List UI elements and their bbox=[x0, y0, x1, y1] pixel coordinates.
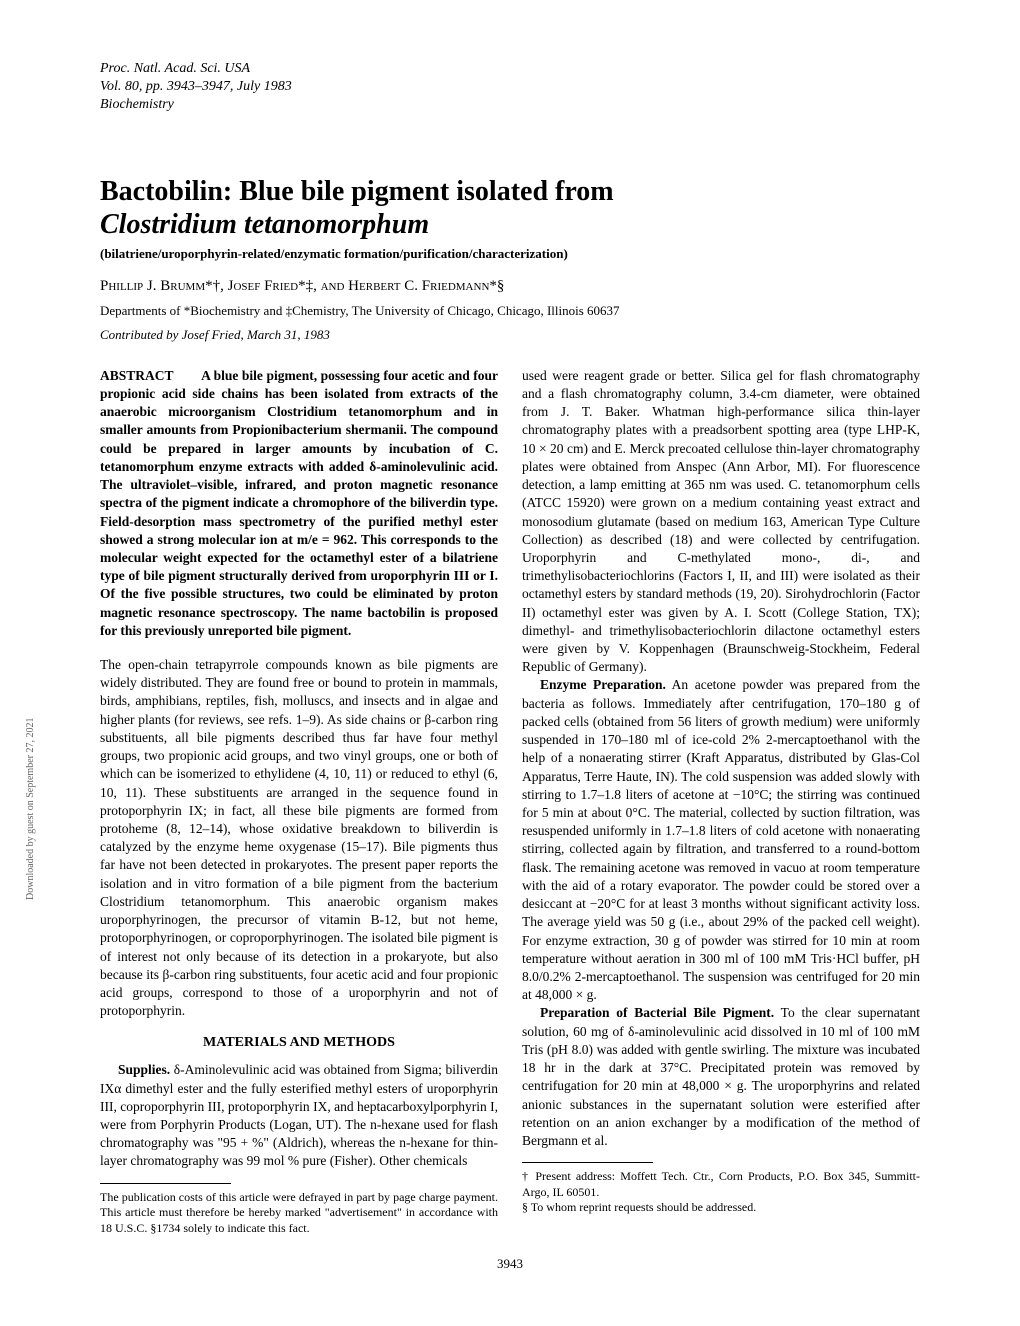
title-line1: Bactobilin: Blue bile pigment isolated f… bbox=[100, 176, 614, 207]
footnote-divider bbox=[100, 1183, 231, 1184]
intro-paragraph: The open-chain tetrapyrrole compounds kn… bbox=[100, 656, 498, 1020]
article-keywords: (bilatriene/uroporphyrin-related/enzymat… bbox=[100, 246, 920, 262]
supplies-paragraph: Supplies. δ-Aminolevulinic acid was obta… bbox=[100, 1061, 498, 1170]
preparation-label: Preparation of Bacterial Bile Pigment. bbox=[540, 1005, 774, 1020]
supplies-continued: used were reagent grade or better. Silic… bbox=[522, 367, 920, 677]
left-column: ABSTRACT A blue bile pigment, possessing… bbox=[100, 367, 498, 1237]
preparation-paragraph: Preparation of Bacterial Bile Pigment. T… bbox=[522, 1004, 920, 1150]
materials-methods-heading: MATERIALS AND METHODS bbox=[100, 1034, 498, 1053]
enzyme-paragraph: Enzyme Preparation. An acetone powder wa… bbox=[522, 676, 920, 1004]
enzyme-label: Enzyme Preparation. bbox=[540, 677, 666, 692]
enzyme-text: An acetone powder was prepared from the … bbox=[522, 677, 920, 1002]
journal-name: Proc. Natl. Acad. Sci. USA bbox=[100, 60, 920, 78]
abstract-text: A blue bile pigment, possessing four ace… bbox=[100, 368, 498, 638]
abstract-block: ABSTRACT A blue bile pigment, possessing… bbox=[100, 367, 498, 640]
publication-footnote: The publication costs of this article we… bbox=[100, 1190, 498, 1237]
right-column: used were reagent grade or better. Silic… bbox=[522, 367, 920, 1237]
supplies-label: Supplies. bbox=[118, 1062, 170, 1077]
journal-header: Proc. Natl. Acad. Sci. USA Vol. 80, pp. … bbox=[100, 60, 920, 115]
authors-list: Phillip J. Brumm*†, Josef Fried*‡, and H… bbox=[100, 278, 920, 295]
author-footnote-1: † Present address: Moffett Tech. Ctr., C… bbox=[522, 1169, 920, 1200]
abstract-label: ABSTRACT bbox=[100, 368, 174, 383]
download-watermark: Downloaded by guest on September 27, 202… bbox=[25, 718, 36, 900]
two-column-layout: ABSTRACT A blue bile pigment, possessing… bbox=[100, 367, 920, 1237]
page-number: 3943 bbox=[100, 1256, 920, 1272]
volume-info: Vol. 80, pp. 3943–3947, July 1983 bbox=[100, 78, 920, 96]
author-footnote-2: § To whom reprint requests should be add… bbox=[522, 1200, 920, 1216]
title-line2: Clostridium tetanomorphum bbox=[100, 209, 429, 240]
journal-section: Biochemistry bbox=[100, 96, 920, 114]
affiliation: Departments of *Biochemistry and ‡Chemis… bbox=[100, 303, 920, 319]
article-title: Bactobilin: Blue bile pigment isolated f… bbox=[100, 175, 920, 242]
preparation-text: To the clear supernatant solution, 60 mg… bbox=[522, 1005, 920, 1148]
supplies-text: δ-Aminolevulinic acid was obtained from … bbox=[100, 1062, 498, 1168]
contributed-by: Contributed by Josef Fried, March 31, 19… bbox=[100, 327, 920, 343]
footnote-divider-right bbox=[522, 1162, 653, 1163]
